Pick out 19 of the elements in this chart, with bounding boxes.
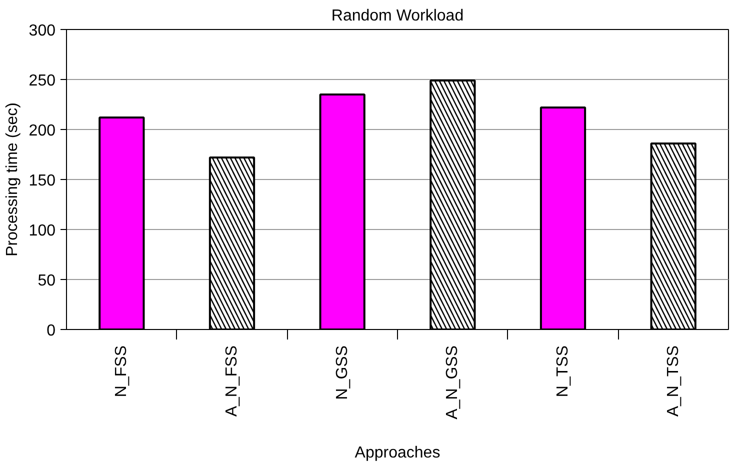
chart-title: Random Workload (331, 8, 464, 24)
y-tick-label: 250 (28, 72, 56, 90)
bar (98, 116, 145, 330)
y-tick-label: 100 (28, 222, 56, 240)
y-tick-label: 0 (46, 322, 56, 340)
x-axis-title: Approaches (354, 444, 440, 462)
x-tick-label: N_GSS (334, 345, 351, 400)
x-tick-label: N_FSS (113, 345, 130, 398)
x-tick-label: A_N_TSS (664, 346, 682, 417)
y-tick-label: 50 (38, 272, 56, 290)
x-tick-label: A_N_FSS (224, 346, 240, 417)
bar (540, 106, 586, 330)
y-tick-label: 150 (28, 172, 56, 190)
y-axis-title: Processing time (sec) (4, 102, 21, 256)
x-tick-label: N_TSS (554, 345, 572, 398)
bar (319, 94, 366, 330)
y-tick-label: 300 (28, 22, 56, 40)
y-tick-label: 200 (28, 122, 56, 140)
x-tick-label: A_N_GSS (444, 346, 462, 420)
